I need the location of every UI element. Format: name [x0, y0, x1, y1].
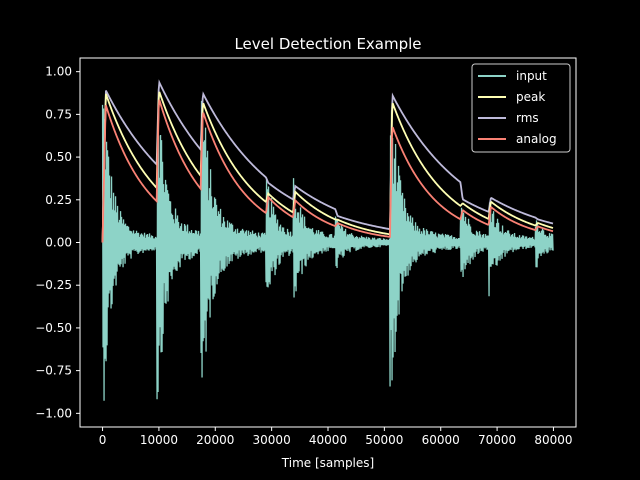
x-tick-label: 20000	[196, 433, 234, 447]
y-tick-label: −0.50	[35, 321, 72, 335]
x-tick-label: 70000	[478, 433, 516, 447]
y-tick-label: 0.00	[45, 236, 72, 250]
x-tick-label: 10000	[140, 433, 178, 447]
legend[interactable]: input peak rms analog	[471, 63, 571, 153]
y-axis: −1.00 −0.75 −0.50 −0.25 0.00 0.25 0.50 0.75 1.00	[35, 65, 80, 420]
legend-label-rms: rms	[516, 111, 539, 125]
y-tick-label: 1.00	[45, 65, 72, 79]
x-tick-label: 60000	[422, 433, 460, 447]
x-tick-label: 50000	[365, 433, 403, 447]
y-tick-label: −0.75	[35, 364, 72, 378]
plot-area	[101, 79, 554, 401]
x-axis-label: Time [samples]	[281, 456, 374, 470]
series-rms-line	[101, 79, 554, 243]
legend-label-analog: analog	[516, 132, 557, 146]
series-input-line	[101, 100, 554, 401]
y-tick-label: 0.50	[45, 150, 72, 164]
y-tick-label: −0.25	[35, 278, 72, 292]
legend-label-input: input	[516, 69, 547, 83]
x-tick-label: 40000	[309, 433, 347, 447]
x-tick-label: 30000	[253, 433, 291, 447]
series-analog-line	[101, 99, 554, 243]
legend-box	[471, 63, 571, 153]
y-tick-label: 0.25	[45, 193, 72, 207]
x-tick-label: 80000	[534, 433, 572, 447]
chart-title: Level Detection Example	[234, 35, 421, 53]
x-tick-label: 0	[99, 433, 107, 447]
series-peak-line	[101, 91, 554, 243]
legend-label-peak: peak	[516, 90, 545, 104]
y-tick-label: 0.75	[45, 107, 72, 121]
y-tick-label: −1.00	[35, 406, 72, 420]
x-axis: 0 10000 20000 30000 40000 50000 60000 70000 8000…	[99, 427, 573, 447]
